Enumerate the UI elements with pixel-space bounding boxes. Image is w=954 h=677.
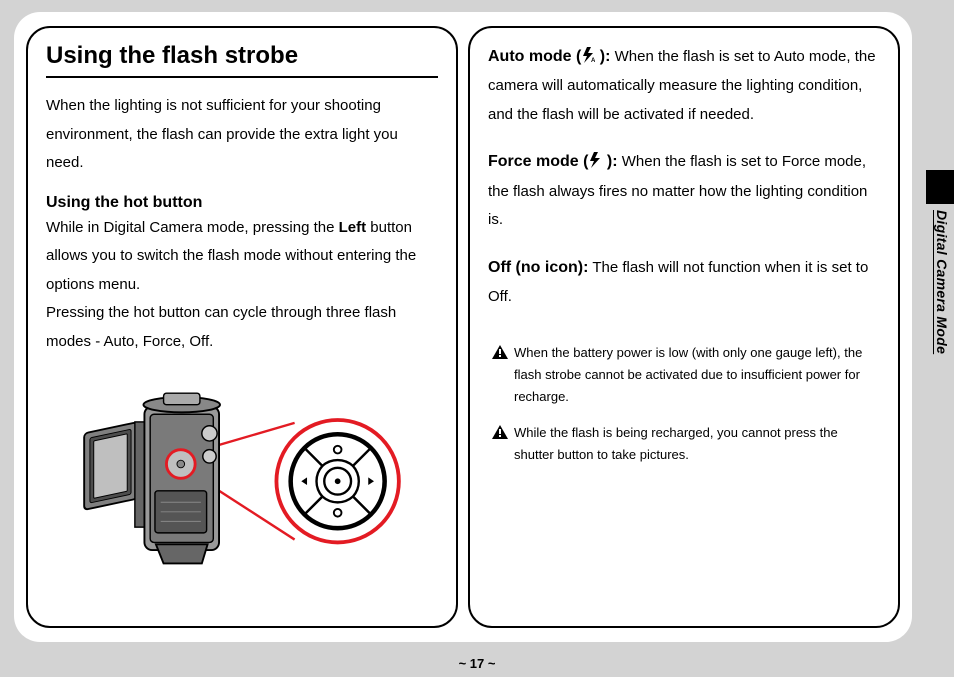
- flash-force-icon: [588, 152, 602, 168]
- camera-svg: [46, 376, 438, 596]
- title-rule: [46, 76, 438, 78]
- page-number: ~ 17 ~: [0, 656, 954, 671]
- camera-illustration: [46, 376, 438, 596]
- hotbutton-p1-a: While in Digital Camera mode, pressing t…: [46, 219, 339, 236]
- hotbutton-p1: While in Digital Camera mode, pressing t…: [46, 214, 438, 300]
- auto-mode-block: Auto mode (A ): When the flash is set to…: [488, 42, 880, 129]
- hotbutton-heading: Using the hot button: [46, 194, 438, 212]
- warning-icon: [492, 425, 508, 439]
- columns: Using the flash strobe When the lighting…: [14, 12, 912, 642]
- hotbutton-p1-bold: Left: [339, 219, 367, 236]
- warning-2-text: While the flash is being recharged, you …: [514, 422, 880, 466]
- page-title: Using the flash strobe: [46, 42, 438, 70]
- auto-mode-label-close: ):: [595, 48, 610, 65]
- flash-auto-icon: A: [581, 47, 595, 63]
- section-label: Digital Camera Mode: [934, 210, 950, 354]
- right-panel: Auto mode (A ): When the flash is set to…: [468, 26, 900, 628]
- hotbutton-p2: Pressing the hot button can cycle throug…: [46, 299, 438, 356]
- side-tab: [926, 170, 954, 204]
- force-mode-block: Force mode ( ): When the flash is set to…: [488, 147, 880, 234]
- warning-2: While the flash is being recharged, you …: [488, 422, 880, 466]
- force-mode-label-close: ):: [602, 153, 617, 170]
- left-panel: Using the flash strobe When the lighting…: [26, 26, 458, 628]
- warning-icon: [492, 345, 508, 359]
- warning-1-text: When the battery power is low (with only…: [514, 342, 880, 408]
- auto-mode-label: Auto mode (: [488, 48, 581, 65]
- off-mode-label: Off (no icon):: [488, 259, 588, 276]
- page-card: Using the flash strobe When the lighting…: [14, 12, 912, 642]
- off-mode-block: Off (no icon): The flash will not functi…: [488, 253, 880, 312]
- warning-1: When the battery power is low (with only…: [488, 342, 880, 408]
- intro-text: When the lighting is not sufficient for …: [46, 92, 438, 178]
- force-mode-label: Force mode (: [488, 153, 588, 170]
